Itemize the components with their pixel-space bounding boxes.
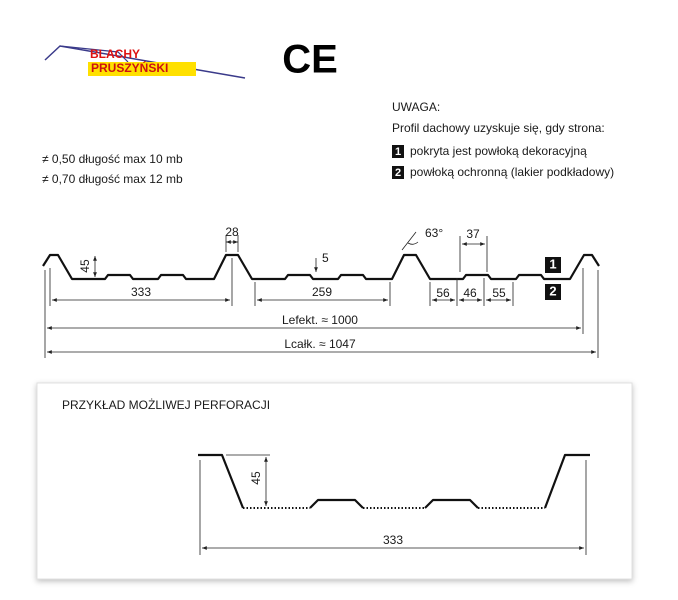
warning-item: powłoką ochronną (lakier podkładowy) <box>410 165 614 179</box>
perforation-title: PRZYKŁAD MOŻLIWEJ PERFORACJI <box>62 398 270 412</box>
effective-length: Lefekt. ≈ 1000 <box>282 313 358 327</box>
profile <box>42 253 600 281</box>
dim-label: 55 <box>492 286 506 300</box>
ce-mark: CE <box>282 38 338 82</box>
total-length: Lcałk. ≈ 1047 <box>284 337 356 351</box>
side-marker: 2 <box>549 283 556 298</box>
note: ≠ 0,50 długość max 10 mb <box>42 152 183 166</box>
dim-label: 46 <box>463 286 477 300</box>
dim-label: 333 <box>131 285 151 299</box>
dim-label: 333 <box>383 533 403 547</box>
dim-label: 63° <box>425 226 443 240</box>
perforated-profile <box>198 453 590 509</box>
warning-intro: Profil dachowy uzyskuje się, gdy strona: <box>392 121 605 135</box>
logo-line2: PRUSZYŃSKI <box>91 60 168 75</box>
warning-item: pokryta jest powłoką dekoracyjną <box>410 144 587 158</box>
note: ≠ 0,70 długość max 12 mb <box>42 172 183 186</box>
dim-label: 45 <box>249 471 263 485</box>
logo-line1: BLACHY <box>90 47 140 61</box>
warning-marker: 2 <box>395 167 401 179</box>
dim-label: 259 <box>312 285 332 299</box>
warning-title: UWAGA: <box>392 100 440 114</box>
dimension-lines <box>199 454 587 555</box>
dim-label: 56 <box>436 286 450 300</box>
side-marker: 1 <box>549 256 556 271</box>
dim-label: 28 <box>225 225 239 239</box>
dim-label: 45 <box>78 259 92 273</box>
warning-marker: 1 <box>395 146 401 158</box>
perforation-panel <box>36 382 633 580</box>
dimension-lines <box>44 231 599 358</box>
dim-label: 5 <box>322 251 329 265</box>
logo: BLACHY PRUSZYŃSKI <box>44 45 246 79</box>
dim-label: 37 <box>466 227 480 241</box>
